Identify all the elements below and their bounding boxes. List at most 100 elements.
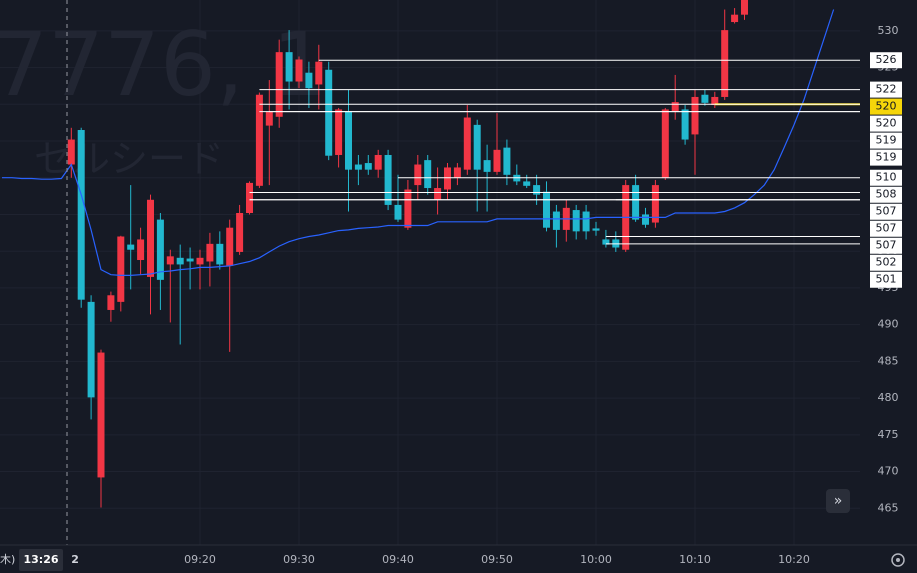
level-label-box bbox=[870, 149, 902, 166]
y-tick-label: 530 bbox=[878, 24, 899, 37]
level-label: 526 bbox=[876, 53, 897, 66]
level-label-box bbox=[870, 220, 902, 237]
day-label: 木) bbox=[0, 553, 15, 566]
x-tick-label: 09:40 bbox=[382, 553, 414, 566]
candle-body bbox=[691, 96, 699, 135]
candle-body bbox=[255, 94, 263, 186]
level-label: 520 bbox=[876, 117, 897, 130]
candle-body bbox=[552, 211, 560, 230]
candle-body bbox=[642, 214, 649, 225]
candle-body bbox=[137, 239, 145, 261]
level-label: 507 bbox=[876, 205, 897, 218]
candle-body bbox=[671, 102, 679, 112]
candle-body bbox=[166, 256, 174, 265]
candle-body bbox=[354, 164, 362, 170]
level-label-box bbox=[870, 81, 902, 98]
level-label: 502 bbox=[876, 256, 897, 269]
candle-body bbox=[275, 52, 283, 117]
level-label-box bbox=[870, 271, 902, 288]
candle-body bbox=[196, 257, 204, 265]
candle-body bbox=[453, 167, 461, 178]
level-label-box bbox=[870, 52, 902, 69]
y-tick-label: 465 bbox=[878, 501, 899, 514]
candle-body bbox=[473, 124, 481, 170]
settings-icon[interactable] bbox=[891, 553, 905, 567]
x-tick-label: 09:20 bbox=[184, 553, 216, 566]
candle-body bbox=[156, 219, 164, 280]
candle-body bbox=[87, 301, 95, 398]
candle-body bbox=[345, 111, 352, 170]
candle-body bbox=[493, 149, 501, 172]
candle-body bbox=[127, 244, 135, 250]
axis: 4654704754804854904955005055105155205255… bbox=[71, 24, 902, 566]
candle-body bbox=[325, 69, 333, 156]
level-label-box bbox=[870, 132, 902, 149]
candle-body bbox=[533, 185, 541, 195]
candle-body bbox=[176, 257, 184, 265]
x-tick-label: 2 bbox=[71, 553, 79, 566]
candle-body bbox=[147, 199, 154, 277]
level-label-box bbox=[870, 115, 902, 132]
y-tick-label: 490 bbox=[878, 318, 899, 331]
candle-body bbox=[463, 117, 471, 170]
candle-body bbox=[364, 163, 372, 170]
candle-body bbox=[444, 167, 451, 190]
scroll-button[interactable] bbox=[826, 489, 850, 513]
level-label: 519 bbox=[876, 151, 897, 164]
candle-body bbox=[572, 210, 580, 232]
level-label: 507 bbox=[876, 222, 897, 235]
candle-body bbox=[384, 154, 392, 205]
candle-body bbox=[206, 243, 214, 262]
candle-body bbox=[315, 61, 323, 85]
candle-body bbox=[226, 227, 234, 266]
level-label-box bbox=[870, 203, 902, 220]
level-label-box bbox=[870, 254, 902, 271]
candle-body bbox=[246, 182, 253, 214]
candle-body bbox=[216, 243, 224, 265]
candle-body bbox=[77, 130, 85, 300]
candle-body bbox=[305, 72, 313, 89]
x-tick-label: 10:00 bbox=[580, 553, 612, 566]
candle-body bbox=[97, 352, 105, 478]
y-tick-label: 480 bbox=[878, 391, 899, 404]
candle-body bbox=[335, 109, 343, 155]
candle-body bbox=[632, 185, 640, 220]
candle-body bbox=[711, 96, 719, 106]
scroll-icon[interactable]: » bbox=[834, 493, 843, 509]
level-label: 507 bbox=[876, 239, 897, 252]
candle-body bbox=[741, 0, 748, 15]
x-tick-label: 09:30 bbox=[283, 553, 315, 566]
candle-body bbox=[681, 109, 689, 140]
crosshair-box bbox=[19, 549, 63, 571]
candle-body bbox=[651, 185, 659, 223]
level-label-box bbox=[870, 186, 902, 203]
candle-body bbox=[582, 211, 590, 232]
candle-body bbox=[424, 160, 432, 189]
candle-body bbox=[285, 52, 293, 82]
candle-body bbox=[236, 213, 244, 252]
candle-body bbox=[394, 204, 402, 220]
candle-body bbox=[414, 164, 422, 186]
candle-body bbox=[701, 94, 709, 103]
candle-body bbox=[295, 59, 303, 82]
candle-body bbox=[592, 228, 600, 231]
level-label: 510 bbox=[876, 171, 897, 184]
candle-body bbox=[67, 139, 75, 165]
day-box bbox=[0, 549, 15, 571]
y-tick-label: 485 bbox=[878, 354, 899, 367]
level-label: 519 bbox=[876, 134, 897, 147]
candle-body bbox=[731, 14, 739, 23]
candle-body bbox=[107, 295, 115, 310]
candle-body bbox=[483, 160, 491, 172]
level-label: 508 bbox=[876, 188, 897, 201]
candle-body bbox=[503, 147, 511, 175]
y-tick-label: 470 bbox=[878, 465, 899, 478]
candle-body bbox=[602, 239, 610, 245]
watermark-subtitle: セルシード bbox=[34, 137, 224, 181]
settings-icon-dot[interactable] bbox=[896, 558, 900, 562]
level-label-box bbox=[870, 169, 902, 186]
moving-average bbox=[2, 9, 835, 276]
x-tick-label: 10:10 bbox=[679, 553, 711, 566]
